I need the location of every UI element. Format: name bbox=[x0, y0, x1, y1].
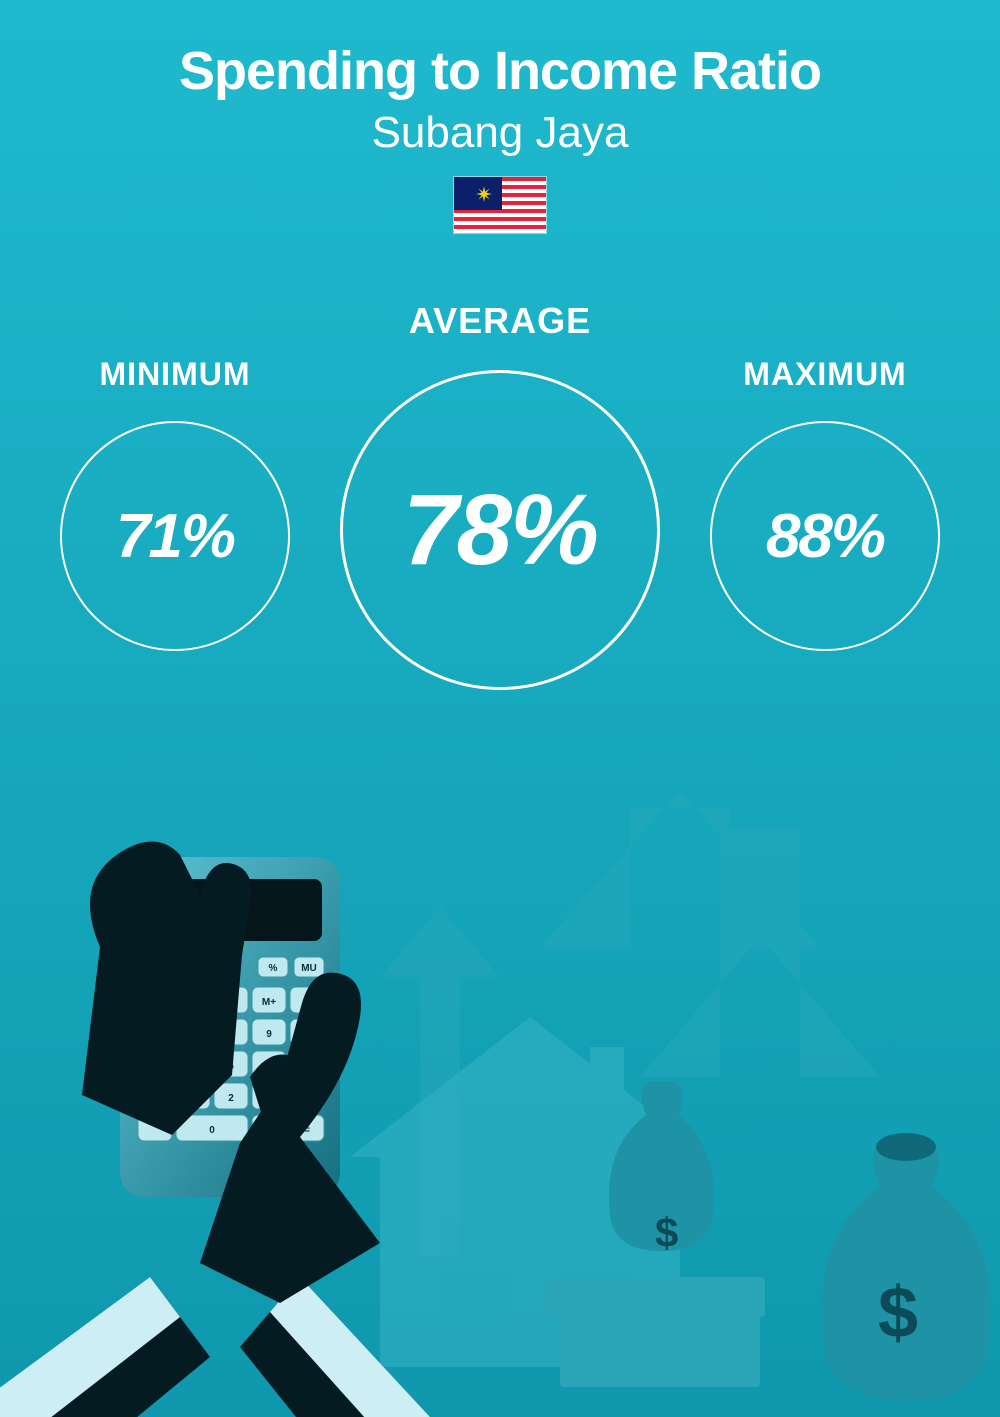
svg-text:=: = bbox=[304, 1125, 310, 1136]
infographic-canvas: Spending to Income Ratio Subang Jaya bbox=[0, 0, 1000, 1417]
svg-text:4: 4 bbox=[190, 1061, 196, 1072]
stat-label-average: AVERAGE bbox=[409, 300, 591, 342]
svg-text:$: $ bbox=[655, 1209, 678, 1256]
flag-emblem-icon bbox=[458, 180, 498, 208]
svg-text:M-: M- bbox=[225, 997, 237, 1008]
svg-text:7: 7 bbox=[190, 1029, 196, 1040]
svg-text:÷: ÷ bbox=[304, 997, 310, 1008]
stat-circle-average: 78% bbox=[340, 370, 660, 690]
malaysia-flag-icon bbox=[453, 176, 547, 234]
stats-row: MINIMUM 71% AVERAGE 78% MAXIMUM 88% bbox=[0, 300, 1000, 690]
stat-minimum: MINIMUM 71% bbox=[60, 356, 290, 651]
svg-text:MU: MU bbox=[301, 963, 317, 974]
stat-average: AVERAGE 78% bbox=[340, 300, 660, 690]
svg-text:5: 5 bbox=[228, 1061, 234, 1072]
cash-stack-icon bbox=[545, 1277, 765, 1387]
svg-text:0: 0 bbox=[209, 1125, 215, 1136]
stat-value-average: 78% bbox=[403, 473, 597, 588]
stat-value-maximum: 88% bbox=[766, 501, 884, 572]
svg-text:9: 9 bbox=[266, 1029, 272, 1040]
svg-text:×: × bbox=[304, 1029, 310, 1040]
stat-circle-maximum: 88% bbox=[710, 421, 940, 651]
arrows-icon bbox=[380, 792, 880, 1257]
svg-text:8: 8 bbox=[228, 1029, 234, 1040]
stat-label-maximum: MAXIMUM bbox=[743, 356, 906, 393]
stat-label-minimum: MINIMUM bbox=[100, 356, 251, 393]
flag-stripe bbox=[454, 229, 546, 233]
svg-text:+/-: +/- bbox=[149, 1029, 161, 1040]
money-bag-large-icon: $ bbox=[822, 1133, 991, 1401]
flag-canton bbox=[454, 177, 502, 210]
house-icon bbox=[350, 1017, 710, 1367]
stat-value-minimum: 71% bbox=[116, 501, 234, 572]
svg-text:1: 1 bbox=[190, 1093, 196, 1104]
svg-text:MR: MR bbox=[185, 997, 201, 1008]
svg-text:M+: M+ bbox=[262, 997, 276, 1008]
svg-text:.: . bbox=[268, 1125, 271, 1136]
svg-text:MC: MC bbox=[147, 997, 163, 1008]
svg-text:3: 3 bbox=[266, 1093, 272, 1104]
svg-text:+: + bbox=[304, 1093, 310, 1104]
page-subtitle: Subang Jaya bbox=[0, 108, 1000, 158]
svg-text:%: % bbox=[269, 963, 278, 974]
stat-circle-minimum: 71% bbox=[60, 421, 290, 651]
stat-maximum: MAXIMUM 88% bbox=[710, 356, 940, 651]
svg-text:2: 2 bbox=[228, 1093, 234, 1104]
money-bag-small-icon: $ bbox=[609, 1081, 714, 1256]
svg-text:6: 6 bbox=[266, 1061, 272, 1072]
svg-text:$: $ bbox=[878, 1273, 918, 1353]
svg-text:C/A: C/A bbox=[146, 1093, 163, 1104]
page-title: Spending to Income Ratio bbox=[0, 40, 1000, 102]
hands-calculator-icon: % MU MC MR M- M+ ÷ +/- 7 8 9 × ▶ 4 5 6 − C/A 1 2 3 + 0. = bbox=[0, 842, 430, 1417]
finance-illustration: $ $ bbox=[0, 717, 1000, 1417]
svg-text:▶: ▶ bbox=[150, 1061, 160, 1072]
header: Spending to Income Ratio Subang Jaya bbox=[0, 40, 1000, 234]
svg-text:−: − bbox=[304, 1061, 310, 1072]
